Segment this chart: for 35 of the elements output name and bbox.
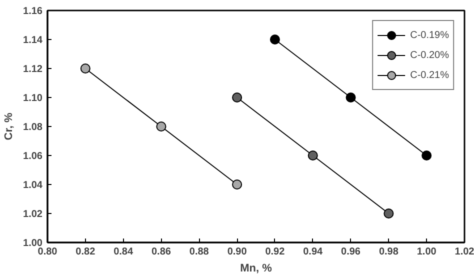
x-axis-title: Mn, % [240,262,272,274]
y-tick-label: 1.08 [23,122,43,133]
point [232,92,242,102]
x-tick-label: 1.02 [454,246,474,258]
y-tick-label: 1.00 [23,238,43,249]
x-tick-label: 0.90 [227,246,248,258]
point [308,150,318,160]
point [270,34,280,44]
y-axis-title: Cr, % [3,112,16,140]
legend-label: C-0.20% [410,50,449,60]
point [384,208,394,218]
y-tick-label: 1.04 [23,180,43,191]
y-tick-label: 1.16 [23,6,43,17]
y-tick-label: 1.12 [23,64,43,75]
legend-label: C-0.21% [410,70,449,80]
x-tick-label: 0.94 [303,246,324,258]
x-tick-label: 0.80 [38,246,58,258]
point [232,180,242,190]
point [422,150,432,160]
legend-label: C-0.19% [410,30,449,40]
x-tick-label: 1.00 [416,246,437,258]
y-tick-label: 1.10 [23,93,43,104]
y-tick-label: 1.02 [23,209,43,220]
y-tick-label: 1.06 [23,151,43,162]
x-tick-label: 0.88 [189,246,210,258]
x-tick-label: 0.86 [151,246,172,258]
y-tick-label: 1.14 [23,35,43,46]
point [156,122,166,132]
x-tick-label: 0.92 [265,246,286,258]
x-tick-label: 0.96 [341,246,361,258]
x-tick-label: 0.98 [378,246,399,258]
point [346,92,356,102]
x-tick-label: 0.82 [76,246,96,258]
point [80,64,90,74]
x-tick-label: 0.84 [114,246,134,258]
